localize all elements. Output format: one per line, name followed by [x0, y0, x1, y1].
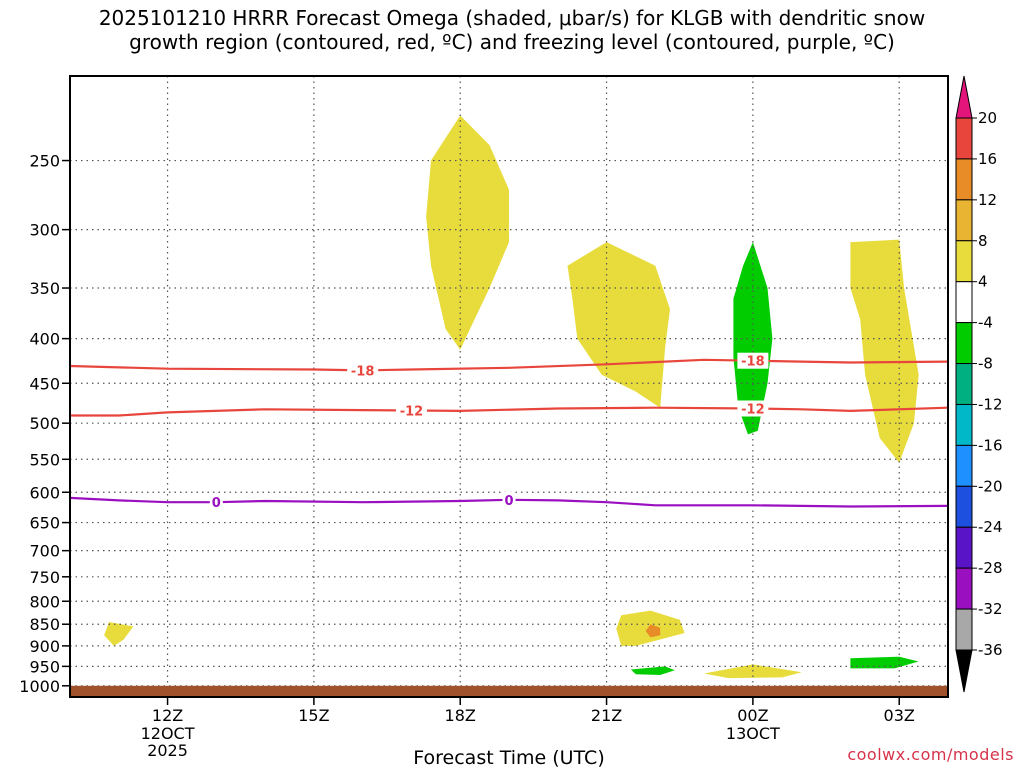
y-tick-label-350: 350: [29, 279, 60, 298]
colorbar-label-4: 4: [978, 273, 988, 291]
colorbar-top-triangle: [955, 75, 973, 119]
contour-label-bg: [209, 494, 223, 511]
omega-region-6: [645, 624, 661, 638]
y-tick-label-700: 700: [29, 542, 60, 561]
y-tick-label-900: 900: [29, 637, 60, 656]
x-tick-sublabel-12Z-0: 12OCT: [141, 724, 195, 743]
y-axis: 250 300 350 400 450 500 550 600 650 700 750 800 850 9…: [19, 152, 70, 696]
grid: [70, 76, 948, 697]
y-tick-label-400: 400: [29, 330, 60, 349]
x-tick-label-03Z: 03Z: [884, 706, 915, 725]
colorbar-label-1: 16: [978, 150, 997, 168]
contour-label-1-1: -12: [741, 402, 765, 417]
colorbar-label-9: -20: [978, 477, 1003, 495]
colorbar-box-10: [955, 485, 973, 528]
contour-label-0-0: -18: [351, 364, 375, 379]
credit-text: coolwx.com/models: [847, 745, 1014, 764]
contour-label-bg: [737, 400, 769, 417]
omega-region-2: [850, 239, 919, 463]
colorbar-box-11: [955, 526, 973, 569]
y-tick-label-650: 650: [29, 514, 60, 533]
y-tick-label-800: 800: [29, 592, 60, 611]
colorbar-box-3: [955, 199, 973, 242]
colorbar-box-1: [955, 117, 973, 160]
contour-label-2-0: 0: [212, 496, 221, 511]
colorbar-box-13: [955, 608, 973, 651]
contour-label-0-1: -18: [741, 355, 765, 370]
colorbar-label-8: -16: [978, 436, 1003, 454]
contour-label-bg: [395, 402, 427, 419]
contour-label-2-1: 0: [504, 494, 513, 509]
chart-title: 2025101210 HRRR Forecast Omega (shaded, …: [0, 6, 1024, 54]
colorbar-box-5: [955, 281, 973, 324]
plot-frame: [69, 75, 949, 698]
x-tick-label-12Z: 12Z: [152, 706, 183, 725]
y-tick-label-250: 250: [29, 152, 60, 171]
contours: -18 -18 -12 -12 0 0: [69, 352, 949, 511]
y-tick-label-750: 750: [29, 568, 60, 587]
colorbar-label-5: -4: [978, 314, 993, 332]
colorbar-box-6: [955, 322, 973, 365]
contour-line-0: [69, 358, 949, 372]
y-tick-label-950: 950: [29, 657, 60, 676]
x-tick-sublabel-12Z-1: 2025: [147, 741, 188, 760]
colorbar-label-7: -12: [978, 395, 1003, 413]
omega-region-8: [630, 666, 675, 675]
colorbar-label-12: -32: [978, 600, 1003, 618]
contour-line-2: [69, 496, 949, 508]
contour-label-bg: [502, 491, 516, 508]
colorbar-label-13: -36: [978, 641, 1003, 659]
omega-regions: [104, 115, 919, 679]
title-line-1: 2025101210 HRRR Forecast Omega (shaded, …: [98, 6, 926, 30]
colorbar-label-3: 8: [978, 232, 988, 250]
colorbar-label-10: -24: [978, 518, 1003, 536]
x-tick-label-21Z: 21Z: [591, 706, 622, 725]
y-tick-label-600: 600: [29, 483, 60, 502]
y-tick-label-500: 500: [29, 414, 60, 433]
ground-strip: [70, 685, 948, 697]
colorbar-label-6: -8: [978, 355, 993, 373]
colorbar: 20 16 12 8 4 -4 -8 -12 -16 -20 -24 -28 -32 -36: [955, 75, 1003, 693]
title-line-2: growth region (contoured, red, ºC) and f…: [129, 30, 895, 54]
omega-region-1: [567, 242, 670, 408]
y-tick-label-850: 850: [29, 615, 60, 634]
colorbar-label-0: 20: [978, 109, 997, 127]
colorbar-box-7: [955, 363, 973, 405]
contour-label-bg: [737, 352, 769, 369]
colorbar-bottom-triangle: [955, 649, 973, 693]
y-tick-label-1000: 1000: [19, 677, 60, 696]
y-tick-label-300: 300: [29, 221, 60, 240]
x-tick-label-18Z: 18Z: [445, 706, 476, 725]
y-tick-label-550: 550: [29, 450, 60, 469]
colorbar-box-8: [955, 403, 973, 446]
colorbar-box-2: [955, 158, 973, 201]
x-tick-label-00Z: 00Z: [737, 706, 768, 725]
colorbar-box-4: [955, 240, 973, 283]
contour-label-1-0: -12: [400, 404, 424, 419]
colorbar-label-11: -28: [978, 559, 1003, 577]
colorbar-box-12: [955, 567, 973, 610]
colorbar-box-9: [955, 444, 973, 487]
contour-label-bg: [347, 362, 379, 379]
omega-region-9: [850, 656, 919, 669]
x-axis-label: Forecast Time (UTC): [413, 747, 604, 768]
colorbar-label-2: 12: [978, 191, 997, 209]
omega-region-3: [104, 622, 134, 646]
x-tick-label-15Z: 15Z: [298, 706, 329, 725]
y-tick-label-450: 450: [29, 374, 60, 393]
x-tick-sublabel-00Z-0: 13OCT: [726, 724, 780, 743]
omega-region-0: [426, 115, 509, 350]
contour-line-1: [70, 406, 949, 417]
